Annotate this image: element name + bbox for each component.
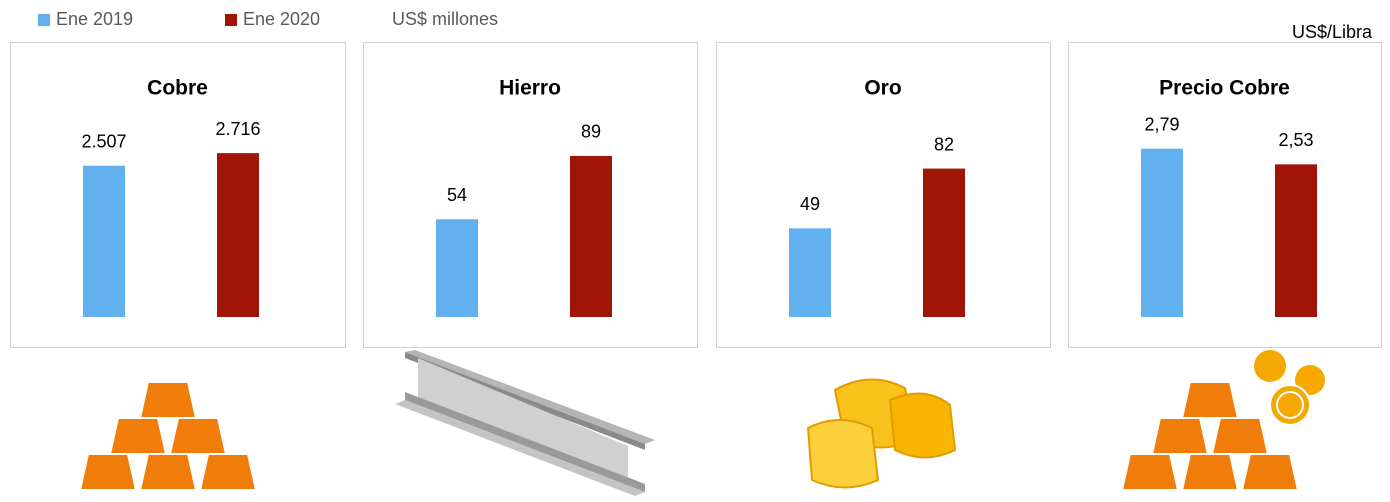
bar [923,168,965,317]
value-label: 2,53 [1278,130,1313,150]
legend-label: Ene 2020 [243,9,320,29]
copper-price-icon [1120,350,1325,491]
unit-label: US$ millones [392,9,498,29]
gold-icon [806,378,957,489]
value-label: 2,79 [1144,114,1179,134]
bar [1275,164,1317,317]
legend-swatch [38,14,50,26]
steel-beam-icon [395,350,655,496]
value-label: 54 [447,185,467,205]
bar [789,228,831,317]
bar [217,153,259,317]
bar [436,219,478,317]
bar [83,165,125,317]
chart-title: Cobre [147,77,208,100]
panel [10,42,346,348]
value-label: 49 [800,194,820,214]
value-label: 82 [934,134,954,154]
value-label: 89 [581,122,601,142]
panel [363,42,698,348]
value-label: 2.716 [215,119,260,139]
copper-icon [78,381,258,491]
chart-title: Precio Cobre [1159,77,1290,100]
chart-title: Oro [864,77,901,100]
legend-swatch [225,14,237,26]
value-label: 2.507 [81,131,126,151]
bar [570,155,612,317]
legend-label: Ene 2019 [56,9,133,29]
bar [1141,148,1183,317]
panel [1068,42,1382,348]
chart-title: Hierro [499,77,561,100]
panel [716,42,1051,348]
unit-label: US$/Libra [1292,22,1373,42]
